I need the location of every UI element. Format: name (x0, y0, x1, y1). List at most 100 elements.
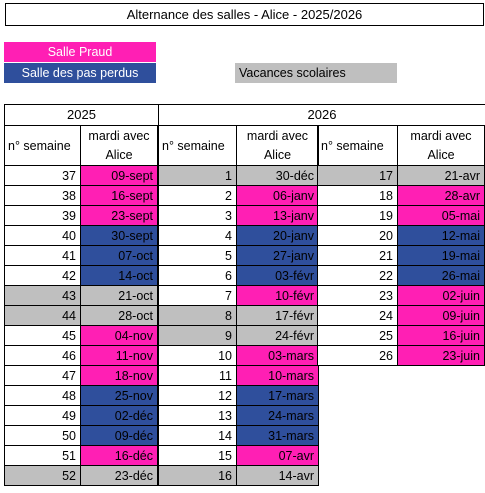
week-number-cell: 26 (317, 345, 398, 365)
header-date-2026-a: mardi avec Alice (237, 125, 319, 165)
table-bottom-border (4, 485, 158, 486)
date-cell-vac: 28-oct (81, 305, 158, 325)
legend-salle-pas-perdus: Salle des pas perdus (4, 63, 156, 83)
header-date-line1: mardi avec (410, 129, 472, 143)
week-number-cell: 24 (317, 305, 398, 325)
date-cell-pas: 25-nov (81, 385, 158, 405)
week-number-cell: 7 (158, 285, 237, 305)
week-number-cell: 46 (4, 345, 81, 365)
table-bottom-border (158, 485, 319, 486)
date-cell-praud: 13-janv (237, 205, 319, 225)
date-cell-pas: 09-déc (81, 425, 158, 445)
week-number-cell: 23 (317, 285, 398, 305)
week-number-cell: 15 (158, 445, 237, 465)
header-date-line1: mardi avec (246, 129, 309, 143)
header-date-line1: mardi avec (88, 129, 150, 143)
week-number-cell: 21 (317, 245, 398, 265)
date-cell-vac: 24-févr (237, 325, 319, 345)
date-cell-pas: 17-mars (237, 385, 319, 405)
week-number-cell: 19 (317, 205, 398, 225)
week-number-cell: 10 (158, 345, 237, 365)
date-cell-praud: 09-juin (398, 305, 485, 325)
date-cell-praud: 10-mars (237, 365, 319, 385)
date-cell-praud: 06-janv (237, 185, 319, 205)
date-cell-pas: 31-mars (237, 425, 319, 445)
header-date-line2: Alice (105, 148, 133, 162)
week-number-cell: 47 (4, 365, 81, 385)
date-cell-pas: 26-mai (398, 265, 485, 285)
date-cell-praud: 23-juin (398, 345, 485, 365)
page-title: Alternance des salles - Alice - 2025/202… (5, 3, 484, 26)
date-cell-vac: 23-déc (81, 465, 158, 485)
date-cell-vac: 21-avr (398, 165, 485, 185)
week-number-cell: 22 (317, 265, 398, 285)
week-number-cell: 25 (317, 325, 398, 345)
week-number-cell: 43 (4, 285, 81, 305)
date-cell-pas: 30-sept (81, 225, 158, 245)
week-number-cell: 51 (4, 445, 81, 465)
date-cell-praud: 04-nov (81, 325, 158, 345)
week-number-cell: 2 (158, 185, 237, 205)
week-number-cell: 52 (4, 465, 81, 485)
week-number-cell: 20 (317, 225, 398, 245)
week-number-cell: 40 (4, 225, 81, 245)
date-cell-praud: 02-juin (398, 285, 485, 305)
date-cell-praud: 10-févr (237, 285, 319, 305)
date-cell-praud: 16-juin (398, 325, 485, 345)
date-cell-pas: 27-janv (237, 245, 319, 265)
week-number-cell: 6 (158, 265, 237, 285)
date-cell-pas: 14-oct (81, 265, 158, 285)
date-cell-praud: 23-sept (81, 205, 158, 225)
date-cell-pas: 03-févr (237, 265, 319, 285)
week-number-cell: 17 (317, 165, 398, 185)
week-number-cell: 50 (4, 425, 81, 445)
week-number-cell: 44 (4, 305, 81, 325)
legend-vacances-scolaires: Vacances scolaires (235, 63, 397, 83)
header-week-2026-b: n° semaine (317, 125, 398, 165)
week-number-cell: 42 (4, 265, 81, 285)
date-cell-praud: 18-nov (81, 365, 158, 385)
week-number-cell: 39 (4, 205, 81, 225)
week-number-cell: 1 (158, 165, 237, 185)
week-number-cell: 14 (158, 425, 237, 445)
date-cell-praud: 09-sept (81, 165, 158, 185)
date-cell-pas: 07-oct (81, 245, 158, 265)
date-cell-praud: 28-avr (398, 185, 485, 205)
date-cell-vac: 30-déc (237, 165, 319, 185)
date-cell-pas: 24-mars (237, 405, 319, 425)
week-number-cell: 37 (4, 165, 81, 185)
week-number-cell: 8 (158, 305, 237, 325)
date-cell-praud: 03-mars (237, 345, 319, 365)
year-header-2025: 2025 (4, 104, 159, 125)
week-number-cell: 41 (4, 245, 81, 265)
week-number-cell: 18 (317, 185, 398, 205)
legend-salle-praud: Salle Praud (4, 42, 156, 62)
week-number-cell: 5 (158, 245, 237, 265)
header-date-2026-b: mardi avec Alice (398, 125, 485, 165)
week-number-cell: 45 (4, 325, 81, 345)
week-number-cell: 16 (158, 465, 237, 485)
date-cell-praud: 05-mai (398, 205, 485, 225)
week-number-cell: 49 (4, 405, 81, 425)
date-cell-vac: 14-avr (237, 465, 319, 485)
table-bottom-border (317, 365, 485, 366)
date-cell-pas: 02-déc (81, 405, 158, 425)
header-week-2025: n° semaine (4, 125, 81, 165)
year-header-2026: 2026 (158, 104, 485, 125)
date-cell-praud: 11-nov (81, 345, 158, 365)
week-number-cell: 11 (158, 365, 237, 385)
date-cell-praud: 16-sept (81, 185, 158, 205)
date-cell-praud: 07-avr (237, 445, 319, 465)
date-cell-praud: 16-déc (81, 445, 158, 465)
week-number-cell: 12 (158, 385, 237, 405)
date-cell-vac: 21-oct (81, 285, 158, 305)
header-date-2025: mardi avec Alice (81, 125, 158, 165)
header-week-2026-a: n° semaine (158, 125, 237, 165)
date-cell-vac: 17-févr (237, 305, 319, 325)
week-number-cell: 9 (158, 325, 237, 345)
week-number-cell: 4 (158, 225, 237, 245)
week-number-cell: 38 (4, 185, 81, 205)
week-number-cell: 48 (4, 385, 81, 405)
week-number-cell: 13 (158, 405, 237, 425)
header-date-line2: Alice (427, 148, 455, 162)
